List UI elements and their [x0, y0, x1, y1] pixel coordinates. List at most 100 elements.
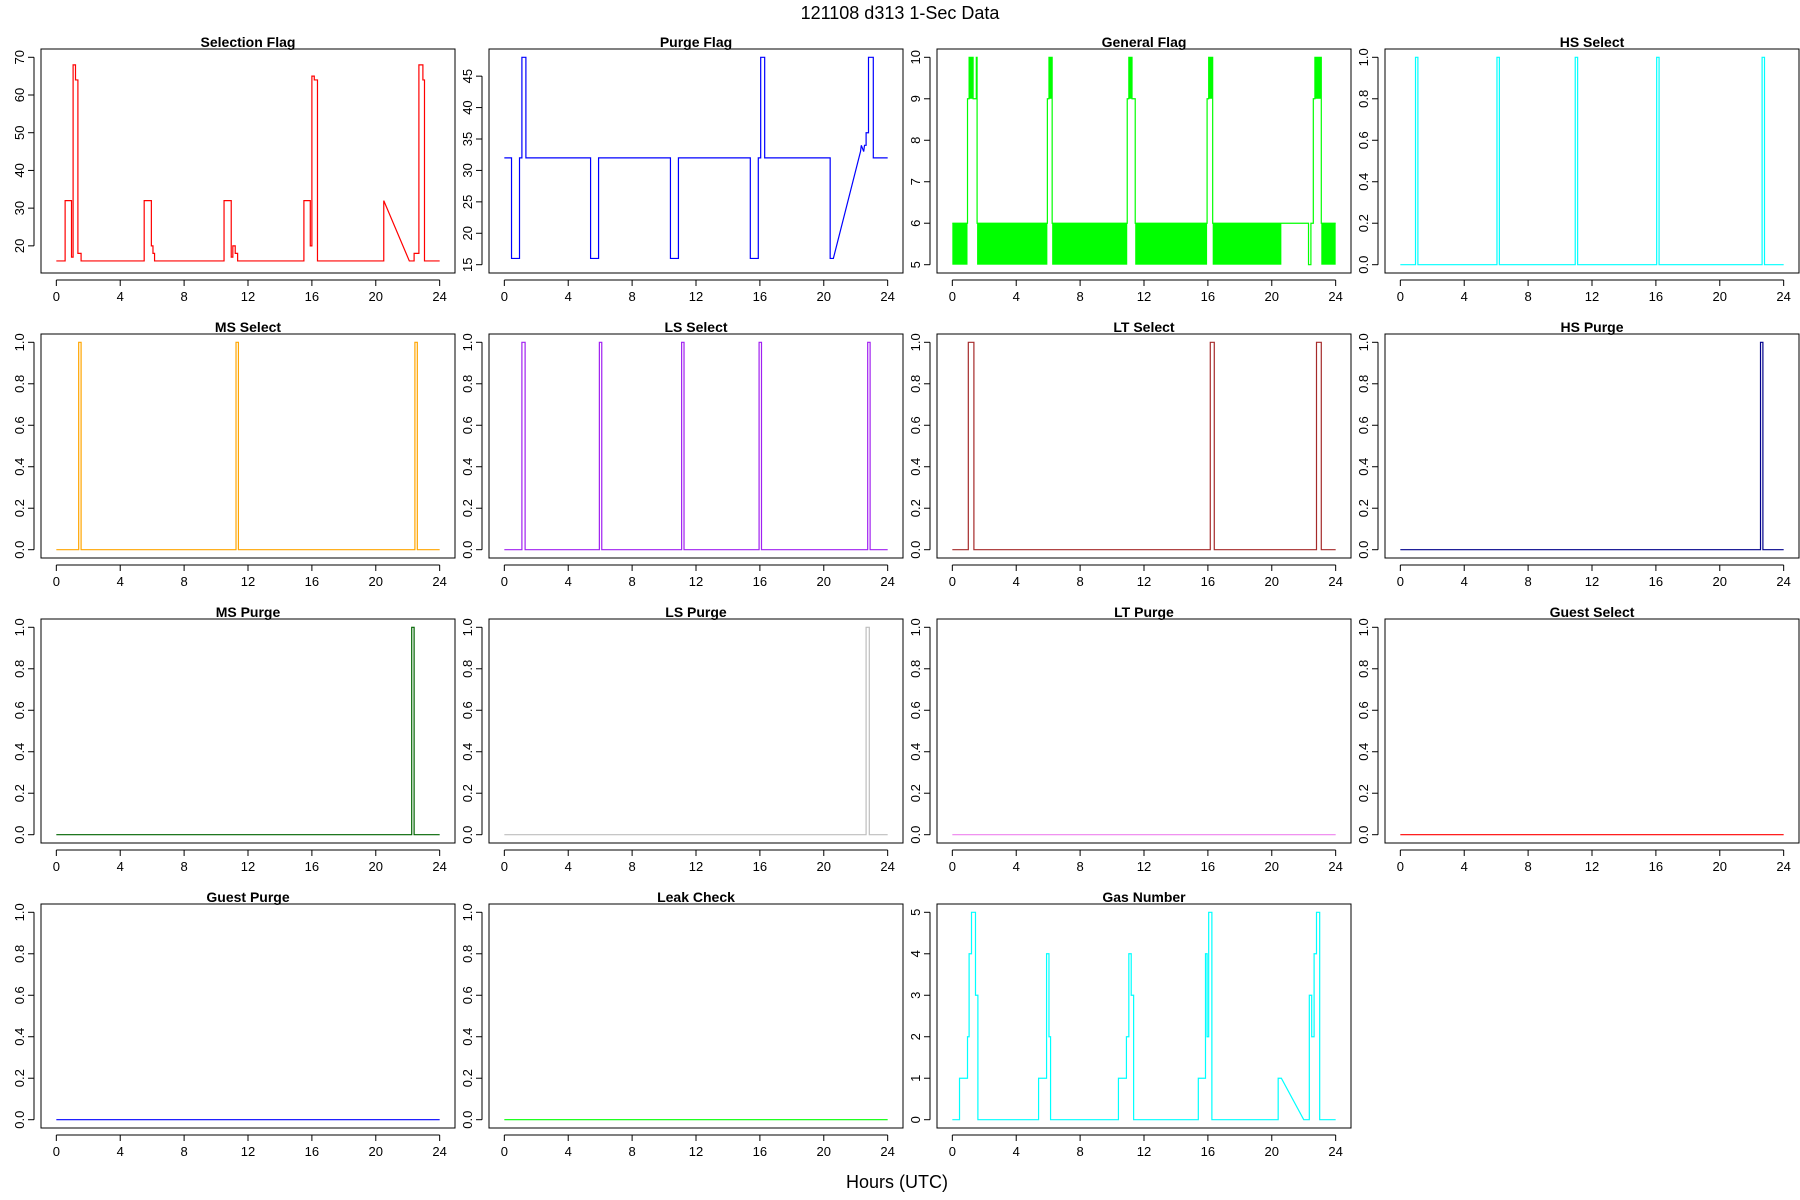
series-line-general-flag	[952, 56, 1336, 266]
panel-title: LT Purge	[1114, 604, 1174, 620]
x-tick-label: 4	[117, 574, 124, 589]
panel-lt-purge: LT Purge 0 4 8 12 16 20 24 0.0 0.2 0.4 0.6 0.8 1.0	[908, 604, 1352, 874]
y-tick-label: 1	[908, 1075, 923, 1082]
y-tick-label: 1.0	[12, 903, 27, 921]
y-tick-label: 1.0	[1356, 333, 1371, 351]
x-tick-label: 0	[501, 289, 508, 304]
x-tick-label: 16	[1649, 574, 1663, 589]
y-tick-label: 0.4	[12, 1028, 27, 1046]
series-line-gas-number	[952, 911, 1336, 1121]
x-tick-label: 24	[880, 574, 894, 589]
plot-frame	[40, 48, 456, 274]
y-tick-label: 1.0	[1356, 48, 1371, 66]
x-tick-label: 24	[880, 289, 894, 304]
y-tick-label: 0.8	[460, 945, 475, 963]
y-tick-label: 0.6	[12, 416, 27, 434]
x-tick-label: 20	[1713, 574, 1727, 589]
panel-title: Leak Check	[657, 889, 735, 905]
x-tick-label: 20	[817, 289, 831, 304]
panel-title: HS Select	[1560, 34, 1625, 50]
y-tick-label: 0.6	[460, 986, 475, 1004]
x-tick-label: 20	[1265, 574, 1279, 589]
y-tick-label: 1.0	[460, 333, 475, 351]
panel-hs-select: HS Select 0 4 8 12 16 20 24 0.0 0.2 0.4 0.6 0.8 1.0	[1356, 34, 1800, 304]
y-tick-label: 0.4	[12, 743, 27, 761]
panel-title: Guest Purge	[206, 889, 289, 905]
y-tick-label: 25	[460, 195, 475, 209]
y-tick-label: 1.0	[460, 903, 475, 921]
y-tick-label: 0.8	[1356, 375, 1371, 393]
plot-frame	[488, 48, 904, 274]
x-tick-label: 4	[565, 859, 572, 874]
x-tick-label: 16	[1201, 1144, 1215, 1159]
plot-frame	[936, 333, 1352, 559]
y-tick-label: 0.6	[1356, 416, 1371, 434]
x-tick-label: 0	[949, 859, 956, 874]
y-tick-label: 4	[908, 950, 923, 957]
y-tick-label: 2	[908, 1033, 923, 1040]
y-tick-label: 0.2	[1356, 499, 1371, 517]
x-tick-label: 20	[369, 574, 383, 589]
x-tick-label: 4	[565, 289, 572, 304]
panel-general-flag: General Flag 0 4 8 12 16 20 24 5 6 7 8 9 10	[908, 34, 1352, 304]
y-tick-label: 0.2	[908, 499, 923, 517]
y-tick-label: 7	[908, 178, 923, 185]
y-tick-label: 40	[12, 163, 27, 177]
y-tick-label: 1.0	[1356, 618, 1371, 636]
panel-guest-purge: Guest Purge 0 4 8 12 16 20 24 0.0 0.2 0.4 0.6 0.8 1.0	[12, 889, 456, 1159]
plot-frame	[40, 333, 456, 559]
x-tick-label: 12	[689, 859, 703, 874]
panel-title: Guest Select	[1550, 604, 1635, 620]
x-tick-label: 0	[1397, 289, 1404, 304]
y-tick-label: 40	[460, 100, 475, 114]
panel-title: Purge Flag	[660, 34, 732, 50]
y-tick-label: 0.2	[908, 784, 923, 802]
y-tick-label: 1.0	[908, 333, 923, 351]
x-tick-label: 8	[1524, 859, 1531, 874]
y-tick-label: 0	[908, 1116, 923, 1123]
x-tick-label: 4	[1461, 859, 1468, 874]
x-tick-label: 4	[117, 1144, 124, 1159]
panel-title: General Flag	[1102, 34, 1187, 50]
x-tick-label: 20	[369, 1144, 383, 1159]
filled-band	[1052, 223, 1128, 265]
y-tick-label: 8	[908, 137, 923, 144]
y-tick-label: 5	[908, 909, 923, 916]
y-tick-label: 0.0	[1356, 256, 1371, 274]
y-tick-label: 0.4	[1356, 743, 1371, 761]
y-tick-label: 0.0	[460, 541, 475, 559]
x-tick-label: 12	[1585, 574, 1599, 589]
series-line-selection-flag	[56, 64, 440, 262]
y-tick-label: 0.2	[1356, 214, 1371, 232]
panel-title: Selection Flag	[201, 34, 296, 50]
panel-purge-flag: Purge Flag 0 4 8 12 16 20 24 15 20 25 30 35 40 45	[460, 34, 904, 304]
panel-title: LT Select	[1113, 319, 1175, 335]
x-tick-label: 24	[1328, 574, 1342, 589]
y-tick-label: 70	[12, 50, 27, 64]
y-tick-label: 0.4	[460, 1028, 475, 1046]
panel-title: LS Select	[664, 319, 727, 335]
y-tick-label: 6	[908, 220, 923, 227]
x-tick-label: 0	[501, 574, 508, 589]
x-tick-label: 24	[432, 574, 446, 589]
x-tick-label: 16	[305, 859, 319, 874]
y-tick-label: 1.0	[460, 618, 475, 636]
x-tick-label: 16	[1201, 859, 1215, 874]
plot-frame	[40, 618, 456, 844]
y-tick-label: 0.0	[1356, 826, 1371, 844]
plot-frame	[1384, 333, 1800, 559]
y-tick-label: 35	[460, 132, 475, 146]
x-tick-label: 20	[1713, 859, 1727, 874]
x-tick-label: 20	[817, 574, 831, 589]
y-tick-label: 0.2	[460, 499, 475, 517]
y-tick-label: 0.6	[12, 986, 27, 1004]
y-tick-label: 0.2	[12, 784, 27, 802]
x-tick-label: 4	[1013, 574, 1020, 589]
y-tick-label: 60	[12, 88, 27, 102]
x-tick-label: 8	[1524, 289, 1531, 304]
x-tick-label: 4	[565, 1144, 572, 1159]
series-line-lt-select	[952, 341, 1336, 551]
filled-band	[969, 57, 974, 99]
x-tick-label: 24	[1328, 1144, 1342, 1159]
